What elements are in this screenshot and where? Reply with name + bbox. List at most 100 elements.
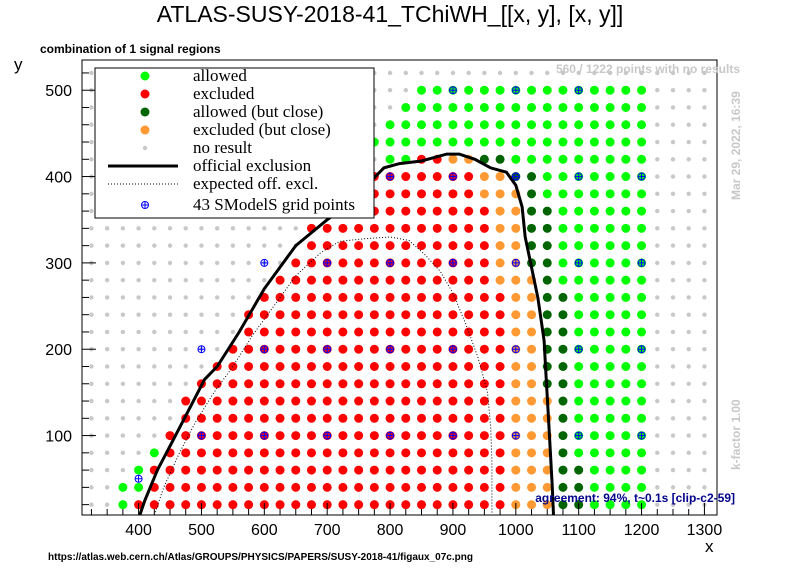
- grid-point: [686, 122, 691, 127]
- grid-point: [136, 260, 141, 266]
- grid-point: [432, 292, 442, 302]
- grid-point: [306, 379, 316, 389]
- grid-point: [354, 258, 364, 268]
- grid-point: [464, 292, 474, 302]
- grid-point: [637, 102, 647, 112]
- grid-point: [511, 310, 521, 320]
- grid-point: [230, 329, 236, 335]
- grid-point: [417, 241, 427, 251]
- grid-point: [495, 413, 505, 423]
- grid-point: [152, 226, 157, 231]
- grid-point: [637, 361, 647, 371]
- date-stamp: Mar 29, 2022, 16:39: [729, 91, 743, 200]
- grid-point: [529, 70, 534, 76]
- grid-point: [401, 500, 411, 510]
- grid-point: [621, 137, 631, 147]
- grid-point: [605, 275, 615, 285]
- grid-point: [89, 139, 94, 145]
- grid-point: [605, 172, 615, 182]
- grid-point: [196, 448, 206, 458]
- grid-point: [228, 396, 238, 406]
- grid-point: [464, 396, 474, 406]
- grid-point: [228, 482, 238, 492]
- grid-point: [338, 465, 348, 475]
- grid-point: [670, 295, 676, 300]
- grid-point: [385, 120, 395, 130]
- grid-point: [354, 292, 364, 302]
- grid-point: [448, 102, 458, 112]
- grid-point: [495, 327, 505, 337]
- grid-points-layer: [89, 70, 707, 510]
- grid-point: [167, 295, 173, 300]
- grid-point: [120, 347, 126, 352]
- grid-point: [104, 433, 110, 438]
- grid-point: [338, 241, 348, 251]
- grid-point: [558, 396, 568, 406]
- grid-point: [511, 137, 521, 147]
- grid-point: [637, 223, 647, 233]
- grid-point: [275, 500, 285, 510]
- grid-point: [104, 295, 110, 300]
- grid-point: [497, 70, 503, 76]
- grid-point: [275, 448, 285, 458]
- grid-point: [277, 226, 283, 231]
- grid-point: [417, 206, 427, 216]
- grid-point: [527, 137, 537, 147]
- grid-point: [479, 292, 489, 302]
- grid-point: [120, 398, 126, 404]
- grid-point: [527, 327, 537, 337]
- grid-point: [432, 379, 442, 389]
- grid-point: [686, 70, 691, 76]
- grid-point: [181, 500, 191, 510]
- grid-point: [338, 275, 348, 285]
- grid-point: [527, 448, 537, 458]
- grid-point: [338, 396, 348, 406]
- legend-symbol-dot: [140, 107, 150, 117]
- grid-point: [306, 258, 316, 268]
- grid-point: [244, 379, 254, 389]
- plot-frame: [81, 59, 718, 516]
- grid-point: [385, 206, 395, 216]
- grid-point: [466, 70, 471, 76]
- grid-point: [448, 482, 458, 492]
- official-exclusion-line: [138, 152, 555, 516]
- grid-point: [655, 398, 660, 404]
- grid-point: [291, 500, 301, 510]
- grid-point: [495, 275, 505, 285]
- grid-point: [670, 433, 676, 438]
- grid-point: [574, 137, 584, 147]
- y-tick-label: 200: [45, 342, 72, 359]
- grid-point: [196, 413, 206, 423]
- grid-point: [605, 482, 615, 492]
- grid-point: [401, 310, 411, 320]
- grid-point: [655, 502, 660, 507]
- grid-point: [152, 329, 157, 335]
- grid-point: [417, 327, 427, 337]
- grid-point: [152, 433, 157, 438]
- grid-point: [338, 258, 348, 268]
- grid-point: [291, 465, 301, 475]
- grid-point: [385, 310, 395, 320]
- legend-label-allowed-close: allowed (but close): [193, 102, 323, 121]
- grid-point: [369, 361, 379, 371]
- grid-point: [401, 223, 411, 233]
- legend-label-no-result: no result: [193, 138, 252, 157]
- kfactor-label: k-factor 1.00: [729, 399, 743, 470]
- grid-point: [448, 310, 458, 320]
- grid-point: [89, 122, 94, 127]
- grid-point: [149, 448, 159, 458]
- grid-point: [136, 364, 141, 369]
- grid-point: [306, 327, 316, 337]
- grid-point: [479, 137, 489, 147]
- grid-point: [167, 416, 173, 421]
- grid-point: [605, 327, 615, 337]
- grid-point: [118, 482, 128, 492]
- grid-point: [89, 226, 94, 231]
- grid-point: [527, 85, 537, 95]
- grid-point: [417, 396, 427, 406]
- grid-point: [199, 329, 204, 335]
- grid-point: [670, 502, 676, 507]
- grid-point: [401, 396, 411, 406]
- grid-point: [104, 243, 110, 248]
- grid-point: [385, 465, 395, 475]
